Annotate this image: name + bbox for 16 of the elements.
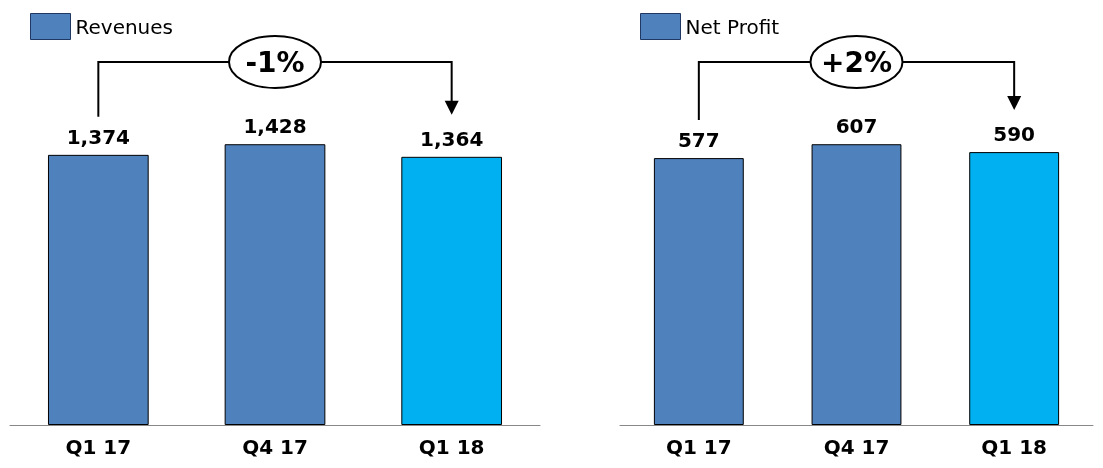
- data-label: 1,374: [66, 124, 130, 149]
- text: -1%: [245, 46, 305, 79]
- legend-label: Net Profit: [685, 14, 780, 39]
- text: +2%: [821, 46, 892, 79]
- x-tick-label: Q1 17: [65, 435, 132, 459]
- data-label: 577: [677, 128, 720, 153]
- legend-label: Revenues: [75, 14, 174, 39]
- x-tick-label: Q4 17: [823, 435, 890, 459]
- x-tick-label: Q1 18: [418, 435, 485, 459]
- x-tick-label: Q1 17: [665, 435, 732, 459]
- x-tick-label: Q4 17: [242, 435, 308, 459]
- x-tick-label: Q1 18: [981, 435, 1048, 459]
- data-label: 590: [993, 122, 1036, 147]
- data-label: 1,364: [420, 126, 484, 151]
- data-label: 607: [835, 114, 878, 139]
- data-label: 1,428: [243, 114, 307, 139]
